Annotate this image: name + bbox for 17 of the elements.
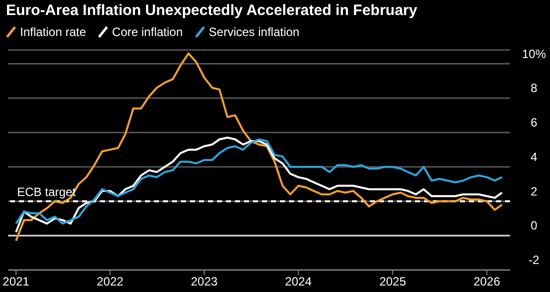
x-tick-label: 2024 [284,274,312,289]
y-tick-label: 6 [530,116,538,130]
legend-label: Core inflation [112,25,183,39]
y-tick-label: -2 [528,253,540,267]
chart-title: Euro-Area Inflation Unexpectedly Accelerated in February [6,2,418,19]
y-tick-label: 10% [522,46,546,61]
x-tick-label: 2022 [96,274,124,289]
x-tick-label: 2021 [2,274,30,289]
legend-label: Services inflation [208,25,300,39]
x-tick-label: 2026 [473,274,500,289]
y-tick-label: 8 [530,81,538,96]
x-tick-label: 2023 [190,274,218,289]
legend-label: Inflation rate [20,25,86,39]
y-tick-label: 0 [530,218,538,233]
y-tick-label: 2 [530,184,538,198]
x-tick-label: 2025 [379,274,406,289]
y-tick-label: 4 [530,150,538,164]
